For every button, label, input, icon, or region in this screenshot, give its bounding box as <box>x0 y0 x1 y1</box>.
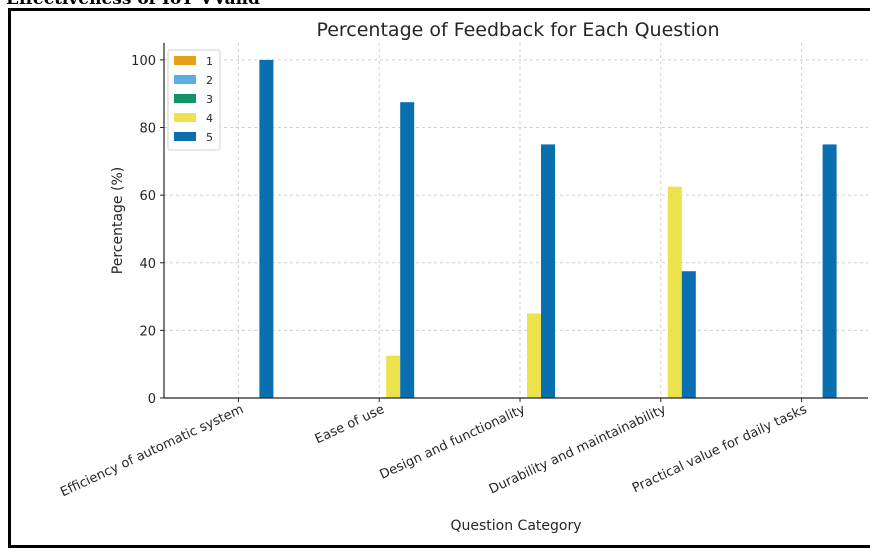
bar-4-1 <box>386 355 401 398</box>
legend-label-5: 5 <box>206 131 213 144</box>
bar-4-2 <box>527 313 541 398</box>
y-tick-label-0: 0 <box>148 392 156 407</box>
x-axis-label: Question Category <box>450 518 581 534</box>
legend-label-1: 1 <box>206 55 213 68</box>
bar-5-4 <box>822 144 837 398</box>
cropped-heading-strip: Effectiveness of IoT VVand <box>0 0 870 8</box>
legend-label-3: 3 <box>206 93 213 106</box>
chart-title: Percentage of Feedback for Each Question <box>316 19 719 41</box>
x-tick-label-0: Efficiency of automatic system <box>58 402 246 500</box>
y-axis-label: Percentage (%) <box>110 167 126 274</box>
legend: 1 2 3 4 5 <box>167 49 221 151</box>
legend-swatch-3 <box>174 94 196 103</box>
y-tick-label-1: 20 <box>139 324 156 339</box>
y-tick-label-2: 40 <box>139 257 156 272</box>
grid-lines <box>164 43 868 399</box>
bar-5-1 <box>400 102 415 399</box>
y-tick-label-3: 60 <box>139 189 156 204</box>
legend-label-4: 4 <box>206 112 213 125</box>
y-tick-label-5: 100 <box>131 54 156 69</box>
axes <box>163 43 868 399</box>
bar-5-2 <box>541 144 555 398</box>
legend-label-2: 2 <box>206 74 213 87</box>
cropped-heading: Effectiveness of IoT VVand <box>6 0 260 8</box>
bars <box>259 59 837 399</box>
figure-frame <box>8 8 870 548</box>
bar-4-3 <box>667 186 682 398</box>
legend-swatch-2 <box>174 75 196 84</box>
y-tick-label-4: 80 <box>139 122 156 137</box>
x-tick-label-2: Design and functionality <box>378 402 528 483</box>
x-tick-labels: Efficiency of automatic system Ease of us… <box>58 398 809 500</box>
x-tick-label-1: Ease of use <box>313 402 387 447</box>
legend-swatch-4 <box>174 113 196 122</box>
legend-swatch-5 <box>174 132 196 141</box>
bar-5-3 <box>681 271 696 398</box>
bar-5-0 <box>259 59 274 399</box>
legend-swatch-1 <box>174 56 196 65</box>
y-tick-labels: 0 20 40 60 80 100 <box>131 54 164 407</box>
